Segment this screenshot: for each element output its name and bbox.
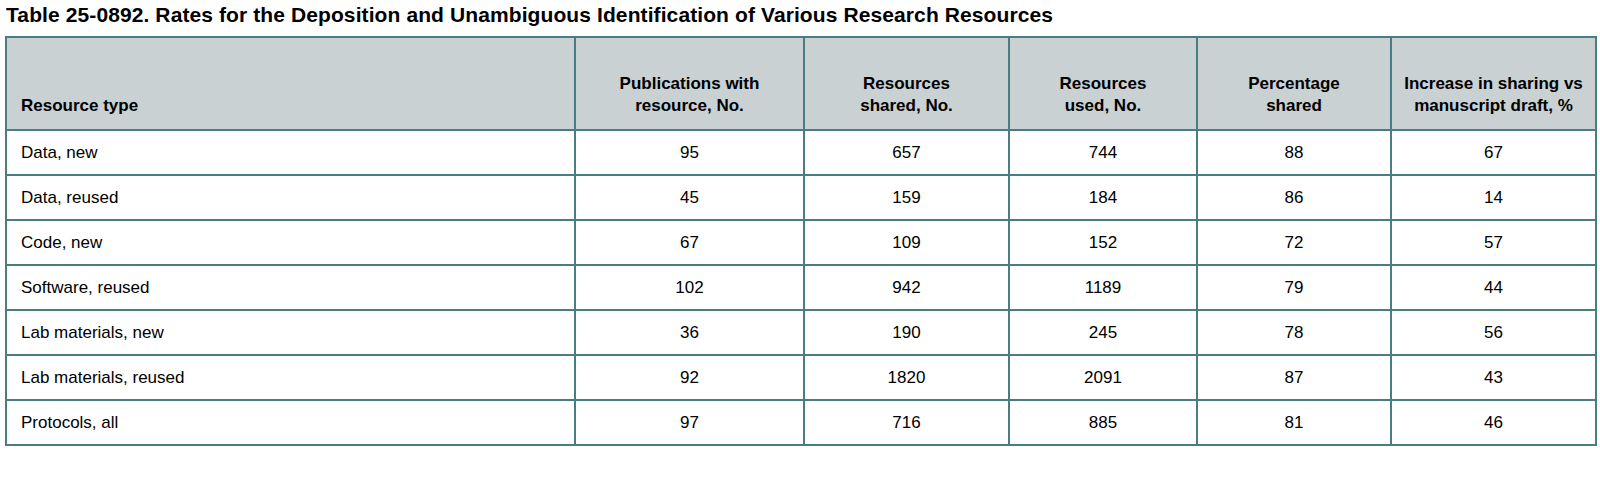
cell-percentage-shared: 79: [1197, 265, 1391, 310]
cell-percentage-shared: 81: [1197, 400, 1391, 445]
cell-resource-type: Data, reused: [6, 175, 575, 220]
cell-resources-shared: 942: [804, 265, 1009, 310]
cell-resources-used: 245: [1009, 310, 1197, 355]
cell-resources-shared: 159: [804, 175, 1009, 220]
cell-increase-in-sharing: 67: [1391, 130, 1596, 175]
column-header-label: Percentage shared: [1234, 73, 1354, 117]
cell-resource-type: Lab materials, new: [6, 310, 575, 355]
cell-percentage-shared: 86: [1197, 175, 1391, 220]
cell-increase-in-sharing: 46: [1391, 400, 1596, 445]
cell-resources-shared: 1820: [804, 355, 1009, 400]
table-body: Data, new 95 657 744 88 67 Data, reused …: [6, 130, 1596, 445]
cell-resources-shared: 109: [804, 220, 1009, 265]
cell-resources-used: 2091: [1009, 355, 1197, 400]
column-header-increase-in-sharing: Increase in sharing vs manuscript draft,…: [1391, 37, 1596, 130]
column-header-label: Resources shared, No.: [846, 73, 968, 117]
table-row: Protocols, all 97 716 885 81 46: [6, 400, 1596, 445]
cell-resources-shared: 716: [804, 400, 1009, 445]
cell-resources-used: 184: [1009, 175, 1197, 220]
cell-publications-with-resource: 95: [575, 130, 804, 175]
cell-resource-type: Protocols, all: [6, 400, 575, 445]
header-row: Resource type Publications with resource…: [6, 37, 1596, 130]
table-row: Software, reused 102 942 1189 79 44: [6, 265, 1596, 310]
cell-publications-with-resource: 45: [575, 175, 804, 220]
cell-publications-with-resource: 67: [575, 220, 804, 265]
column-header-label: Publications with resource, No.: [604, 73, 776, 117]
table-row: Data, reused 45 159 184 86 14: [6, 175, 1596, 220]
column-header-label: Resource type: [21, 95, 138, 117]
cell-resources-used: 885: [1009, 400, 1197, 445]
cell-resources-used: 152: [1009, 220, 1197, 265]
cell-resource-type: Lab materials, reused: [6, 355, 575, 400]
cell-resources-shared: 190: [804, 310, 1009, 355]
cell-percentage-shared: 87: [1197, 355, 1391, 400]
cell-resource-type: Software, reused: [6, 265, 575, 310]
column-header-resources-shared: Resources shared, No.: [804, 37, 1009, 130]
cell-percentage-shared: 72: [1197, 220, 1391, 265]
column-header-label: Resources used, No.: [1042, 73, 1164, 117]
cell-resources-used: 1189: [1009, 265, 1197, 310]
cell-percentage-shared: 88: [1197, 130, 1391, 175]
cell-publications-with-resource: 92: [575, 355, 804, 400]
research-resources-table: Resource type Publications with resource…: [5, 36, 1597, 446]
table-row: Lab materials, reused 92 1820 2091 87 43: [6, 355, 1596, 400]
cell-resources-used: 744: [1009, 130, 1197, 175]
table-row: Data, new 95 657 744 88 67: [6, 130, 1596, 175]
cell-resource-type: Data, new: [6, 130, 575, 175]
cell-increase-in-sharing: 44: [1391, 265, 1596, 310]
cell-publications-with-resource: 97: [575, 400, 804, 445]
table-title: Table 25-0892. Rates for the Deposition …: [6, 2, 1595, 27]
cell-percentage-shared: 78: [1197, 310, 1391, 355]
table-row: Lab materials, new 36 190 245 78 56: [6, 310, 1596, 355]
cell-resource-type: Code, new: [6, 220, 575, 265]
table-row: Code, new 67 109 152 72 57: [6, 220, 1596, 265]
column-header-resources-used: Resources used, No.: [1009, 37, 1197, 130]
cell-increase-in-sharing: 57: [1391, 220, 1596, 265]
column-header-percentage-shared: Percentage shared: [1197, 37, 1391, 130]
cell-increase-in-sharing: 43: [1391, 355, 1596, 400]
column-header-resource-type: Resource type: [6, 37, 575, 130]
column-header-publications-with-resource: Publications with resource, No.: [575, 37, 804, 130]
column-header-label: Increase in sharing vs manuscript draft,…: [1403, 73, 1585, 117]
cell-publications-with-resource: 36: [575, 310, 804, 355]
cell-increase-in-sharing: 56: [1391, 310, 1596, 355]
page: Table 25-0892. Rates for the Deposition …: [0, 0, 1600, 477]
cell-increase-in-sharing: 14: [1391, 175, 1596, 220]
cell-resources-shared: 657: [804, 130, 1009, 175]
cell-publications-with-resource: 102: [575, 265, 804, 310]
